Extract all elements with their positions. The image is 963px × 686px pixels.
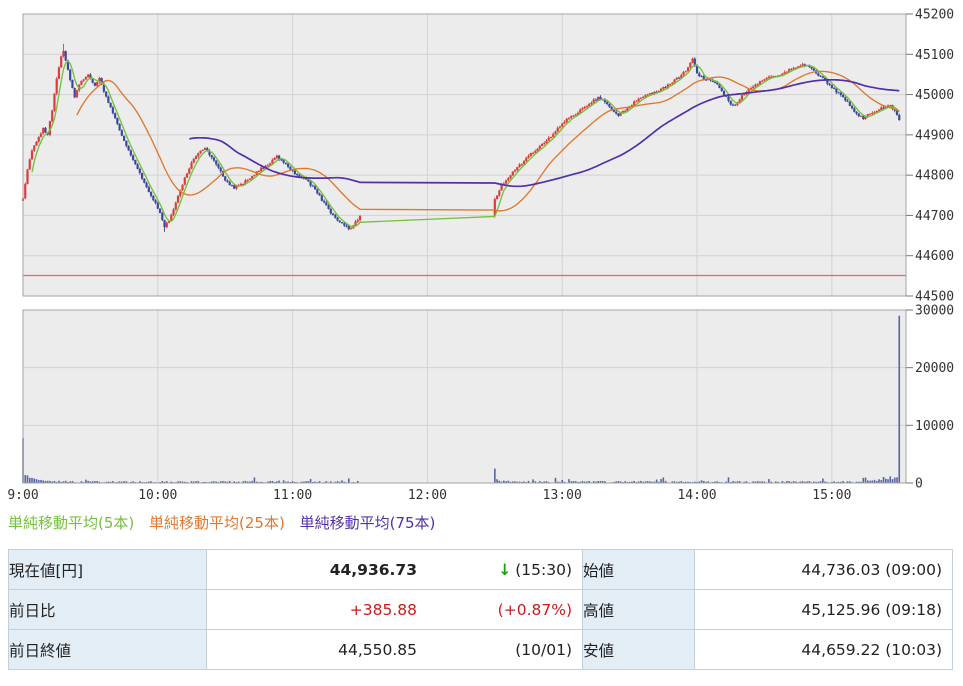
legend-sma75-label: 単純移動平均(75本) bbox=[299, 514, 436, 532]
svg-text:0: 0 bbox=[915, 477, 923, 492]
quote-row-current-and-open: 現在値[円] 44,936.73 ↓ (15:30) 始値 44,736.03 (… bbox=[8, 549, 953, 590]
current-price-label: 現在値[円] bbox=[8, 549, 207, 590]
legend-sma5-label: 単純移動平均(5本) bbox=[8, 514, 135, 532]
sma-lines bbox=[31, 60, 900, 228]
svg-text:10:00: 10:00 bbox=[138, 488, 177, 503]
low-price-cell: 44,659.22 (10:03) bbox=[694, 629, 953, 670]
change-label: 前日比 bbox=[8, 589, 207, 630]
svg-text:14:00: 14:00 bbox=[677, 488, 716, 503]
prev-close-date: (10/01) bbox=[515, 640, 572, 659]
prev-close-label: 前日終値 bbox=[8, 629, 207, 670]
prev-close-value: 44,550.85 bbox=[338, 640, 417, 659]
open-price-label: 始値 bbox=[582, 549, 695, 590]
high-price-cell: 45,125.96 (09:18) bbox=[694, 589, 953, 630]
current-price-time: (15:30) bbox=[515, 560, 572, 579]
panel-backgrounds bbox=[23, 14, 906, 483]
svg-text:44600: 44600 bbox=[915, 249, 954, 264]
svg-text:44800: 44800 bbox=[915, 169, 954, 184]
svg-text:30000: 30000 bbox=[915, 304, 954, 319]
svg-text:15:00: 15:00 bbox=[812, 488, 851, 503]
change-value: +385.88 bbox=[349, 600, 417, 619]
svg-text:44900: 44900 bbox=[915, 128, 954, 143]
svg-text:20000: 20000 bbox=[915, 361, 954, 376]
change-percent: (+0.87%) bbox=[497, 600, 572, 619]
change-cell: +385.88 (+0.87%) bbox=[206, 589, 583, 630]
svg-text:45100: 45100 bbox=[915, 48, 954, 63]
svg-text:45000: 45000 bbox=[915, 88, 954, 103]
open-price-cell: 44,736.03 (09:00) bbox=[694, 549, 953, 590]
svg-text:10000: 10000 bbox=[915, 419, 954, 434]
current-price-cell: 44,936.73 ↓ (15:30) bbox=[206, 549, 583, 590]
svg-text:9:00: 9:00 bbox=[7, 488, 38, 503]
legend-sma25-label: 単純移動平均(25本) bbox=[149, 514, 285, 532]
panel-borders bbox=[22, 13, 907, 484]
stock-intraday-chart: 45200 45100 45000 44900 44800 44700 44600 44500… bbox=[7, 8, 954, 504]
svg-text:45200: 45200 bbox=[915, 8, 954, 23]
current-price-value: 44,936.73 bbox=[329, 560, 417, 579]
open-price-value: 44,736.03 (09:00) bbox=[801, 560, 942, 579]
quote-table: 現在値[円] 44,936.73 ↓ (15:30) 始値 44,736.03 (… bbox=[8, 549, 953, 670]
quote-row-change-and-high: 前日比 +385.88 (+0.87%) 高値 45,125.96 (09:18… bbox=[8, 589, 953, 630]
quote-row-prevclose-and-low: 前日終値 44,550.85 (10/01) 安値 44,659.22 (10:… bbox=[8, 629, 953, 670]
svg-text:12:00: 12:00 bbox=[408, 488, 447, 503]
low-price-label: 安値 bbox=[582, 629, 695, 670]
svg-text:13:00: 13:00 bbox=[543, 488, 582, 503]
svg-text:44500: 44500 bbox=[915, 290, 954, 305]
volume-bars bbox=[22, 315, 901, 484]
high-price-label: 高値 bbox=[582, 589, 695, 630]
current-price-note: ↓ (15:30) bbox=[417, 561, 582, 579]
down-arrow-icon: ↓ bbox=[498, 560, 512, 579]
svg-text:11:00: 11:00 bbox=[273, 488, 312, 503]
axis-labels: 45200 45100 45000 44900 44800 44700 44600 44500… bbox=[7, 8, 954, 504]
sma-legend: 単純移動平均(5本) 単純移動平均(25本) 単純移動平均(75本) bbox=[8, 513, 963, 533]
low-price-value: 44,659.22 (10:03) bbox=[801, 640, 942, 659]
prev-close-cell: 44,550.85 (10/01) bbox=[206, 629, 583, 670]
high-price-value: 45,125.96 (09:18) bbox=[801, 600, 942, 619]
svg-text:44700: 44700 bbox=[915, 209, 954, 224]
